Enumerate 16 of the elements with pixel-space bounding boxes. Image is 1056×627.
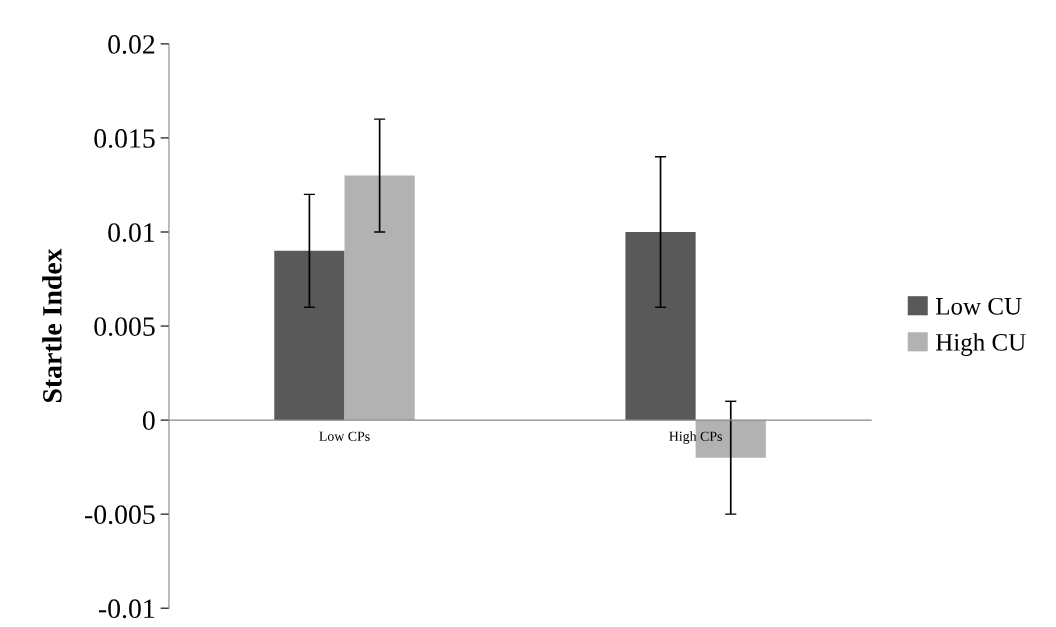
legend-label: High CU bbox=[935, 333, 1026, 356]
y-tick-label: 0.005 bbox=[94, 317, 155, 337]
y-tick-label: -0.005 bbox=[85, 505, 155, 525]
bar bbox=[344, 175, 415, 421]
bar bbox=[274, 250, 345, 421]
y-tick-label: -0.01 bbox=[98, 599, 155, 619]
x-tick-label: High CPs bbox=[669, 431, 722, 444]
y-tick-label: 0.015 bbox=[94, 129, 155, 148]
legend-label: Low CU bbox=[935, 297, 1022, 315]
bar bbox=[695, 420, 766, 458]
x-tick-label: Low CPs bbox=[319, 431, 370, 441]
y-tick-label: 0.01 bbox=[108, 223, 155, 243]
y-tick-label: 0 bbox=[142, 411, 155, 430]
y-tick-label: 0.02 bbox=[108, 35, 155, 54]
bar bbox=[625, 231, 696, 421]
y-axis-title: Startle Index bbox=[42, 248, 62, 403]
